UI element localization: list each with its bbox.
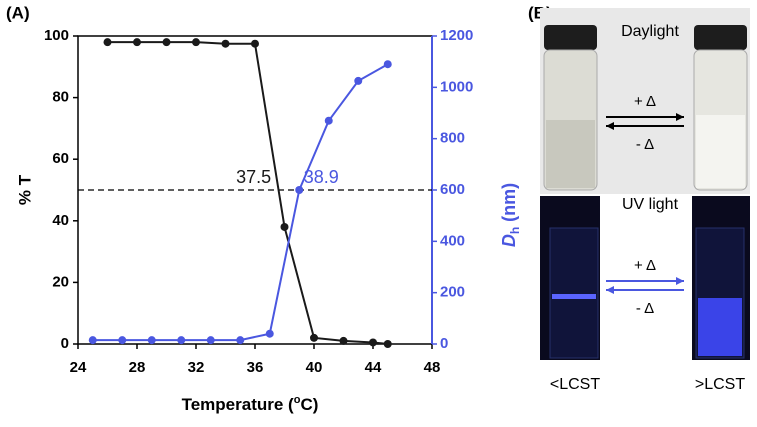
vial-glow [552, 294, 596, 299]
y-tick-label: 40 [52, 212, 69, 229]
vial [549, 227, 599, 359]
data-point [118, 336, 127, 345]
series-line [92, 63, 389, 342]
data-point [383, 60, 392, 69]
y2-tick-label: 1000 [440, 78, 473, 95]
series-line [107, 41, 388, 345]
x-tick-label: 24 [70, 359, 87, 376]
data-point [339, 336, 348, 345]
data-point [221, 39, 230, 48]
panel-b: (B) Daylight + Δ - Δ UV light + Δ - Δ <L… [528, 3, 750, 393]
annotation: 38.9 [304, 167, 339, 187]
vial-cap [694, 25, 747, 50]
vial-cap [544, 25, 597, 50]
data-point [354, 76, 363, 85]
x-tick-label: 32 [188, 359, 205, 376]
y2-tick-label: 200 [440, 284, 465, 301]
x-tick-label: 48 [424, 359, 441, 376]
heat-label: + Δ [634, 257, 656, 274]
y2-tick-label: 800 [440, 130, 465, 147]
x-axis-label: Temperature (oC) [182, 394, 319, 415]
heat-label: + Δ [634, 93, 656, 110]
data-point [147, 336, 156, 345]
y2-tick-label: 600 [440, 181, 465, 198]
y-tick-label: 0 [61, 335, 69, 352]
y2-tick-label: 400 [440, 232, 465, 249]
cool-label: - Δ [636, 136, 654, 153]
y2-tick-label: 0 [440, 335, 448, 352]
y2-label-unit: (nm) [499, 183, 519, 227]
x-tick-label: 40 [306, 359, 323, 376]
data-point [295, 186, 304, 194]
x-tick-label: 28 [129, 359, 146, 376]
x-label-main: Temperature ( [182, 395, 294, 414]
arrowhead [606, 122, 614, 130]
cool-label: - Δ [636, 300, 654, 317]
x-label-sup: o [294, 394, 301, 406]
data-point [251, 39, 259, 48]
chart: 24 28 32 36 40 44 4802040608010002004006008001… [44, 27, 473, 376]
vial-glow [698, 298, 742, 356]
data-point [103, 38, 112, 47]
arrowhead [676, 113, 684, 121]
uv-label: UV light [622, 196, 679, 213]
y2-label-sub: h [508, 227, 522, 234]
data-point [206, 336, 215, 345]
y-axis-label: % T [15, 174, 34, 205]
data-point [192, 38, 200, 47]
data-point [265, 329, 274, 338]
data-point [177, 336, 186, 345]
data-point [236, 336, 245, 345]
y-tick-label: 20 [52, 273, 69, 290]
uv-gap [600, 196, 692, 360]
y-tick-label: 100 [44, 27, 69, 44]
daylight-label: Daylight [621, 23, 679, 40]
y-tick-label: 80 [52, 89, 69, 106]
y2-tick-label: 1200 [440, 27, 473, 44]
x-label-end: C) [300, 395, 318, 414]
data-point [383, 340, 392, 348]
data-point [280, 222, 289, 231]
vial-liquid [546, 120, 595, 188]
y-tick-label: 60 [52, 150, 69, 167]
above-lcst-label: >LCST [695, 376, 745, 393]
arrowhead [606, 286, 614, 294]
annotation: 37.5 [236, 167, 271, 187]
vial-liquid [696, 115, 745, 188]
x-tick-label: 44 [365, 359, 382, 376]
below-lcst-label: <LCST [550, 376, 600, 393]
data-point [162, 38, 171, 47]
data-point [133, 38, 141, 47]
data-point [369, 338, 377, 347]
arrowhead [676, 277, 684, 285]
y2-label-main: D [499, 234, 519, 247]
data-point [310, 333, 318, 342]
data-point [324, 116, 333, 125]
y2-axis-label: Dh (nm) [499, 183, 522, 247]
data-point [88, 336, 97, 345]
x-tick-label: 36 [247, 359, 264, 376]
panel-label: (A) [6, 3, 30, 22]
